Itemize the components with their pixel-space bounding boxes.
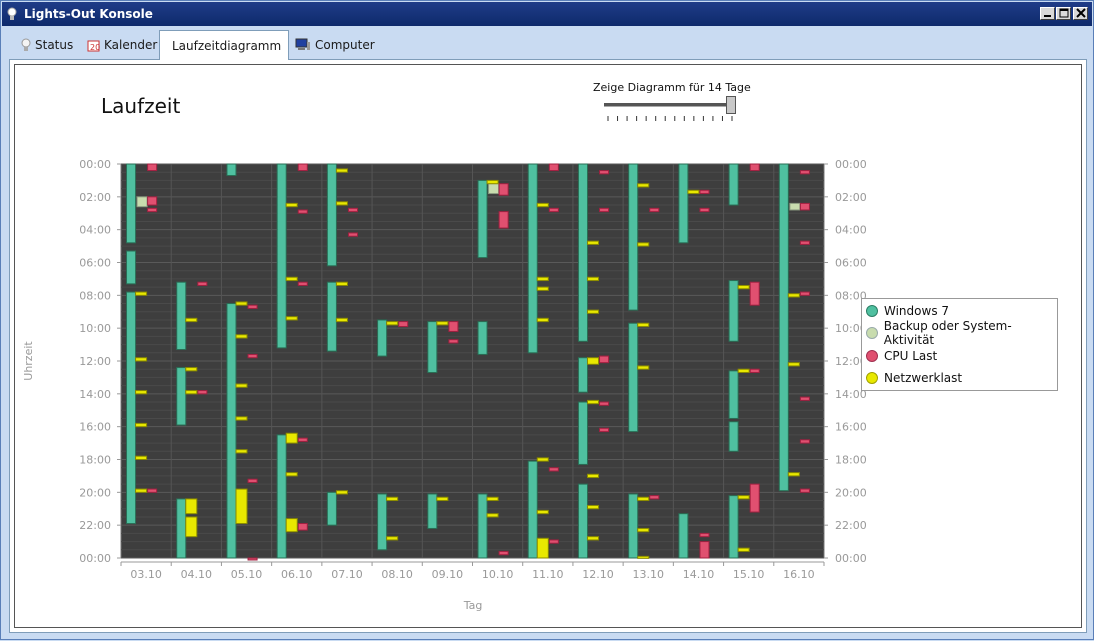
minimize-icon <box>1044 15 1051 17</box>
close-icon <box>1076 8 1086 18</box>
tab-kalender[interactable]: 20 Kalender <box>79 32 165 58</box>
window-title: Lights-Out Konsole <box>24 7 153 21</box>
days-slider-thumb[interactable] <box>726 96 736 114</box>
chart-legend: Windows 7 Backup oder System-Aktivität C… <box>861 298 1058 391</box>
tab-computer[interactable]: Computer <box>287 32 383 58</box>
legend-label: Netzwerklast <box>884 371 963 385</box>
title-bar[interactable]: Lights-Out Konsole <box>2 2 1092 26</box>
days-slider-track[interactable] <box>604 103 730 107</box>
bulb-icon <box>7 7 17 20</box>
close-button[interactable] <box>1073 7 1088 20</box>
chart-title: Laufzeit <box>101 94 181 118</box>
legend-dot <box>866 350 878 362</box>
tab-label: Status <box>35 38 74 52</box>
legend-item-cpu: CPU Last <box>866 347 937 365</box>
slider-label: Zeige Diagramm für 14 Tage <box>593 81 751 94</box>
legend-label: CPU Last <box>884 349 938 363</box>
legend-dot <box>866 305 878 317</box>
tab-laufzeitdiagramm[interactable]: Laufzeitdiagramm <box>159 30 289 60</box>
legend-dot <box>866 327 878 339</box>
svg-text:20: 20 <box>90 43 100 52</box>
tab-label: Kalender <box>104 38 158 52</box>
minimize-button[interactable] <box>1040 7 1055 20</box>
maximize-icon <box>1059 8 1069 18</box>
legend-dot <box>866 372 878 384</box>
bulb-icon <box>21 38 31 51</box>
legend-item-windows7: Windows 7 <box>866 302 949 320</box>
tab-label: Computer <box>315 38 375 52</box>
legend-label: Windows 7 <box>884 304 950 318</box>
legend-label: Backup oder System-Aktivität <box>883 319 1012 347</box>
calendar-icon: 20 <box>87 40 100 52</box>
legend-item-network: Netzwerklast <box>866 369 962 387</box>
maximize-button[interactable] <box>1056 7 1071 20</box>
legend-item-backup: Backup oder System-Aktivität <box>866 319 1057 347</box>
tab-bar: Status 20 Kalender Laufzeitdiagramm Comp… <box>9 30 1085 60</box>
tab-status[interactable]: Status <box>13 32 81 58</box>
slider-ticks <box>607 116 733 121</box>
tab-label: Laufzeitdiagramm <box>172 38 282 53</box>
computer-icon <box>295 38 310 50</box>
